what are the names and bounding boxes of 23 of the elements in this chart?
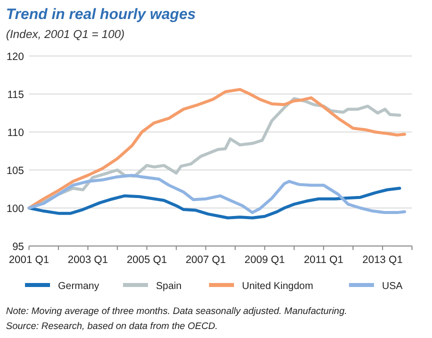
y-tick-label: 95 <box>12 241 24 253</box>
x-tick-label: 2003 Q1 <box>68 254 108 266</box>
x-tick-label: 2001 Q1 <box>8 254 50 266</box>
x-tick-label: 2007 Q1 <box>186 254 226 266</box>
x-tick-label: 2011 Q1 <box>304 254 344 266</box>
legend-label: Germany <box>58 281 100 292</box>
text: Note: Moving average of three months. Data seasonally adjusted. Manufacturing. <box>6 306 348 317</box>
legend-label: Spain <box>156 281 182 292</box>
x-tick-label: 2005 Q1 <box>126 254 168 266</box>
y-tick-label: 100 <box>6 203 24 215</box>
y-tick-label: 120 <box>6 51 24 63</box>
x-tick-label: 2013 Q1 <box>362 254 403 266</box>
line-series <box>28 186 402 220</box>
chart-subtitle: (Index, 2001 Q1 = 100) <box>6 29 125 41</box>
line-series <box>28 174 406 214</box>
source-note: Source: Research, based on data from the OECD. <box>6 321 218 332</box>
chart-title: Trend in real hourly wages <box>6 6 196 23</box>
legend-label: USA <box>382 281 403 292</box>
y-tick-label: 115 <box>7 89 24 101</box>
legend-label: United Kingdom <box>242 281 314 292</box>
y-tick-label: 105 <box>6 165 24 177</box>
x-tick-label: 2009 Q1 <box>244 254 285 266</box>
y-tick-label: 110 <box>7 127 24 139</box>
